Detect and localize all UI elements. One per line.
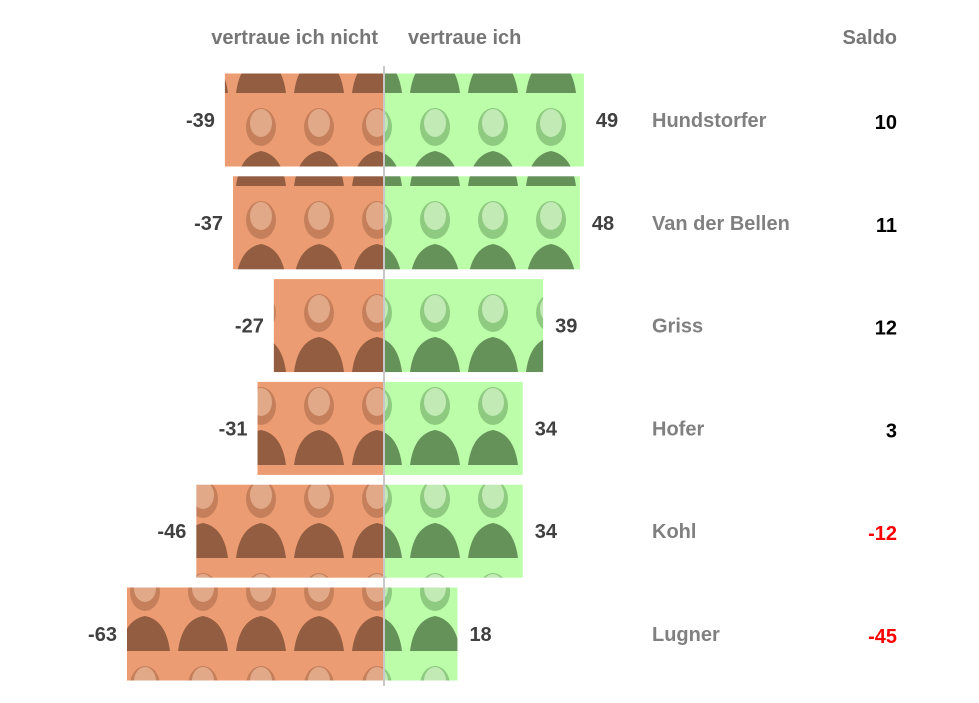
category-label: Kohl	[652, 521, 696, 543]
saldo-value: 11	[876, 215, 897, 237]
category-label: Lugner	[652, 624, 720, 646]
bar-negative-hundstorfer	[224, 73, 384, 167]
category-label: Griss	[652, 316, 703, 338]
saldo-value: -45	[868, 626, 897, 648]
category-label: Hundstorfer	[652, 110, 767, 132]
data-label-positive: 18	[469, 624, 491, 646]
bar-positive-hundstorfer	[384, 73, 584, 167]
saldo-value: -12	[868, 523, 897, 545]
data-label-negative: -63	[88, 624, 117, 646]
saldo-value: 10	[875, 112, 897, 134]
bar-positive-griss	[384, 279, 544, 373]
bar-positive-kohl	[384, 484, 523, 578]
category-label: Hofer	[652, 418, 704, 440]
bar-negative-hofer	[257, 381, 384, 475]
data-label-positive: 48	[592, 213, 614, 235]
data-label-negative: -39	[186, 110, 215, 132]
header-negative: vertraue ich nicht	[211, 27, 378, 49]
bar-positive-lugner	[384, 587, 458, 681]
bar-negative-griss	[273, 279, 384, 373]
bar-negative-van-der-bellen	[233, 176, 384, 270]
bar-positive-van-der-bellen	[384, 176, 580, 270]
bar-negative-kohl	[196, 484, 384, 578]
data-label-negative: -46	[157, 521, 186, 543]
data-label-negative: -37	[194, 213, 223, 235]
header-positive: vertraue ich	[408, 27, 521, 49]
header-saldo: Saldo	[843, 27, 897, 49]
saldo-value: 3	[886, 420, 897, 442]
bar-negative-lugner	[126, 587, 385, 681]
data-label-positive: 39	[555, 316, 577, 338]
category-label: Van der Bellen	[652, 213, 790, 235]
data-label-negative: -27	[235, 316, 264, 338]
data-label-positive: 49	[596, 110, 618, 132]
saldo-value: 12	[875, 318, 897, 340]
data-label-positive: 34	[535, 521, 558, 543]
bar-positive-hofer	[384, 381, 523, 475]
data-label-positive: 34	[535, 418, 558, 440]
data-label-negative: -31	[219, 418, 248, 440]
